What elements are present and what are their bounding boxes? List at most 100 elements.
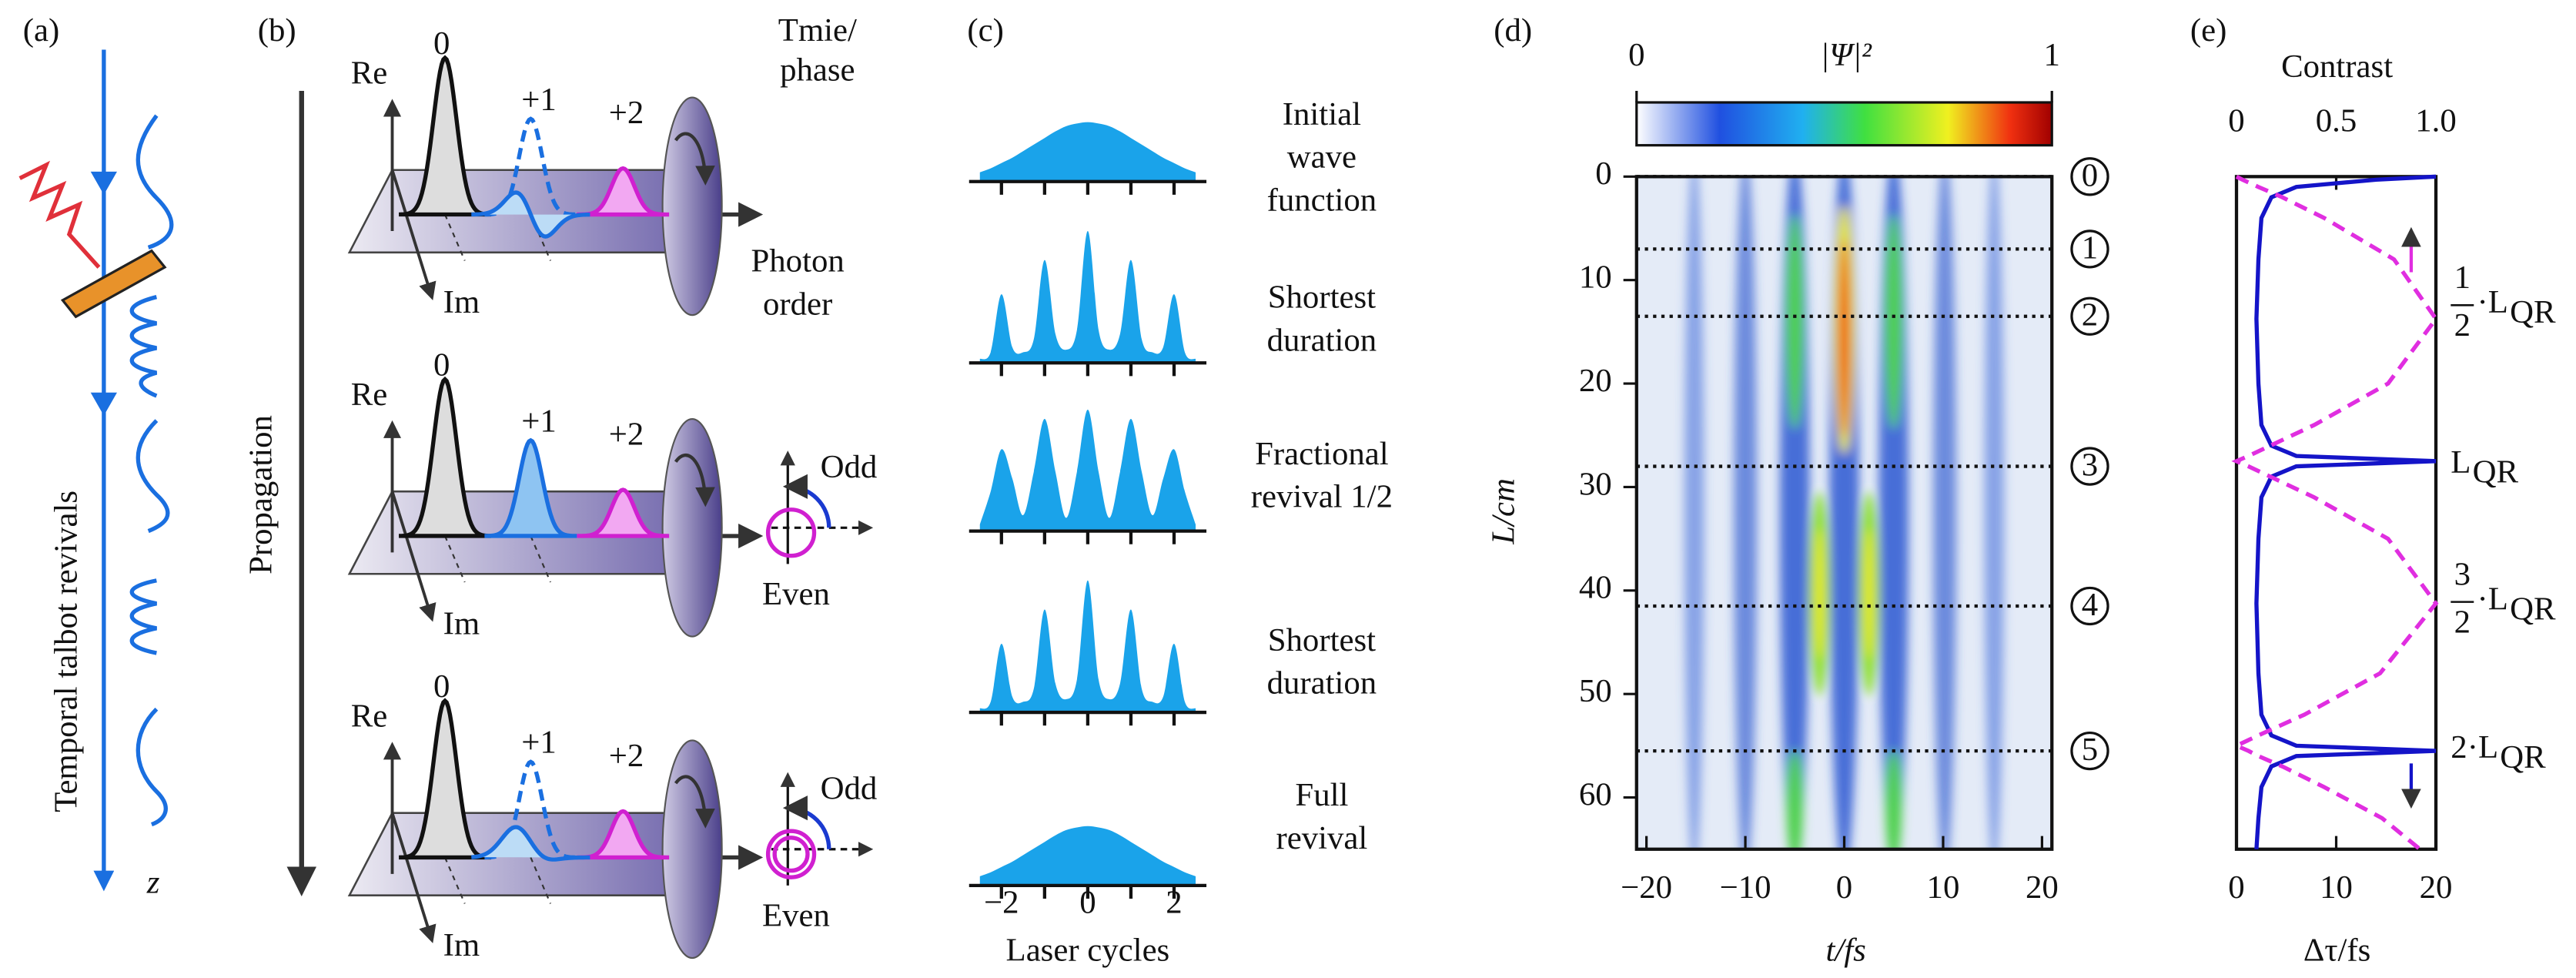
marker-circle xyxy=(2070,157,2109,196)
row-label: Shortest xyxy=(1268,280,1376,316)
peak-1-real xyxy=(471,190,590,239)
x-tick-label: −20 xyxy=(1621,869,1672,906)
panel-label: (d) xyxy=(1494,12,1532,49)
row-label: revival 1/2 xyxy=(1251,479,1393,515)
label: Re xyxy=(351,377,388,413)
x-tick-label: 20 xyxy=(2420,869,2453,906)
disk xyxy=(661,417,723,638)
pulse-area xyxy=(979,580,1196,713)
annotation: 2 xyxy=(2454,307,2471,343)
axis xyxy=(390,169,437,301)
label: 0 xyxy=(433,668,450,705)
label: 0 xyxy=(433,347,450,383)
disk xyxy=(661,739,723,960)
colorbar-tick-label: 0 xyxy=(1628,37,1644,73)
wave xyxy=(135,114,174,250)
annotation: ·L xyxy=(2477,284,2508,320)
annotation-sub: QR xyxy=(2500,739,2546,775)
odd-orbit xyxy=(782,795,831,849)
peak-2 xyxy=(577,809,670,860)
axis-label: Temporal talbot revivals xyxy=(49,491,85,812)
x-tick-label: 20 xyxy=(2026,869,2059,906)
axis-label: Contrast xyxy=(2281,49,2393,85)
laser xyxy=(18,160,101,269)
label: order xyxy=(763,286,832,322)
label: +1 xyxy=(521,403,557,439)
panel-a-art xyxy=(18,49,174,892)
panel-label: (c) xyxy=(967,12,1004,49)
annotation: 2 xyxy=(2454,604,2471,640)
marker-label: 0 xyxy=(2082,157,2098,193)
x-tick-label: −10 xyxy=(1720,869,1771,906)
y-tick-label: 60 xyxy=(1579,776,1612,812)
pulse-area xyxy=(979,410,1196,531)
peak-1-real xyxy=(471,825,590,862)
row-label: Shortest xyxy=(1268,622,1376,658)
rotation xyxy=(674,775,715,829)
heatmap-texture xyxy=(1684,176,2005,849)
axis-label: z xyxy=(146,865,160,901)
marker-circle xyxy=(2070,229,2109,269)
marker-circle xyxy=(2070,296,2109,336)
annotation: 2·L xyxy=(2451,729,2498,765)
label: +1 xyxy=(521,82,557,118)
marker-label: 2 xyxy=(2082,297,2098,333)
marker-label: 5 xyxy=(2082,732,2098,768)
even-orbit xyxy=(765,829,817,879)
even-orbit xyxy=(765,507,817,558)
marker-label: 3 xyxy=(2082,447,2098,484)
label: Even xyxy=(762,576,830,612)
label: Photon xyxy=(751,243,844,280)
label: Odd xyxy=(821,771,878,807)
x-tick-label: 0 xyxy=(1836,869,1852,906)
wave xyxy=(135,419,170,534)
label: +1 xyxy=(521,725,557,761)
y-tick-label: 50 xyxy=(1579,673,1612,709)
label: Odd xyxy=(821,449,878,485)
annotation: 1 xyxy=(2454,260,2471,296)
pulse-area xyxy=(979,122,1196,182)
x-tick-label: 0 xyxy=(2228,869,2244,906)
peak-1 xyxy=(484,759,577,860)
panel-label: (e) xyxy=(2190,12,2227,49)
row-label: revival xyxy=(1276,820,1367,856)
guide xyxy=(530,214,551,261)
axis-label: L/cm xyxy=(1485,478,1521,545)
annotation-sub: QR xyxy=(2510,591,2556,627)
label: Im xyxy=(443,927,480,963)
label: Re xyxy=(351,698,388,734)
label: Im xyxy=(443,284,480,320)
axis-label: Propagation xyxy=(243,415,279,574)
row-label: Full xyxy=(1295,777,1348,813)
y-tick-label: 20 xyxy=(1579,363,1612,399)
peak-0 xyxy=(398,55,492,217)
even-orbit xyxy=(772,836,810,873)
axis-label: t/fs xyxy=(1825,932,1865,968)
annotation-sub: QR xyxy=(2473,454,2519,491)
x-tick-label: 10 xyxy=(1927,869,1960,906)
y-tick-label: 0 xyxy=(1595,156,1611,192)
marker-label: 4 xyxy=(2082,587,2098,623)
axis xyxy=(390,812,437,943)
marker-label: 1 xyxy=(2082,229,2098,266)
wave xyxy=(135,707,168,827)
panel-label: (b) xyxy=(258,12,296,49)
guide xyxy=(444,214,466,261)
marker-circle xyxy=(2070,586,2109,626)
colorbar-label: |Ψ|² xyxy=(1820,37,1872,73)
peak-2 xyxy=(577,166,670,217)
row-label: duration xyxy=(1267,322,1377,358)
odd-orbit xyxy=(782,474,831,528)
peak-0 xyxy=(398,376,492,538)
x-tick-label: 0 xyxy=(1079,884,1096,920)
guide xyxy=(530,857,551,904)
y-tick-label: 30 xyxy=(1579,466,1612,502)
y-tick-label: 10 xyxy=(1579,260,1612,296)
row-label: Fractional xyxy=(1255,436,1389,472)
label: +2 xyxy=(609,416,644,452)
annotation: L xyxy=(2451,444,2471,481)
x2-tick-label: 0 xyxy=(2228,103,2244,139)
label: Tmie/ xyxy=(778,12,857,49)
wave xyxy=(129,578,157,655)
